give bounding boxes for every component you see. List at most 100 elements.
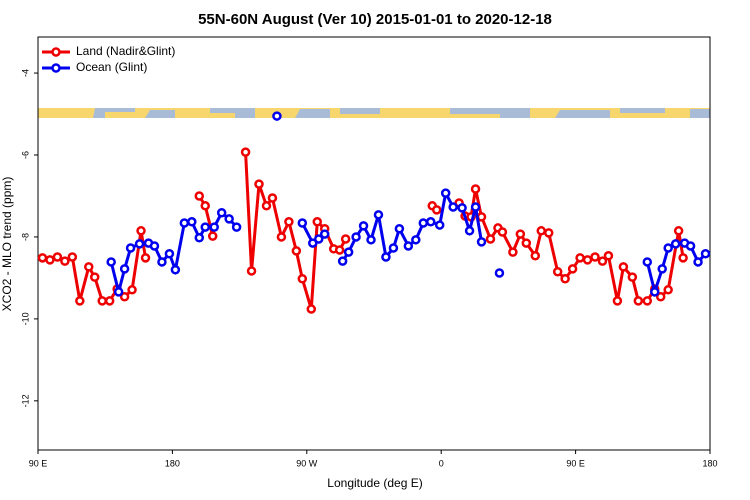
data-point — [418, 218, 429, 228]
data-point — [476, 237, 487, 247]
data-point — [464, 226, 475, 236]
data-point — [60, 256, 70, 266]
data-point — [157, 257, 167, 267]
data-point — [560, 273, 570, 284]
data-point — [119, 264, 130, 274]
data-point — [618, 262, 629, 272]
data-point — [612, 296, 623, 306]
data-point — [84, 262, 94, 272]
data-point — [140, 253, 151, 263]
x-axis-label: Longitude (deg E) — [327, 476, 422, 490]
data-point — [543, 228, 554, 238]
data-point — [388, 243, 399, 253]
data-point — [425, 217, 436, 227]
map-strip — [38, 108, 710, 118]
data-point — [308, 238, 318, 248]
legend-label: Land (Nadir&Glint) — [76, 44, 175, 58]
y-tick-label: -8 — [20, 233, 30, 241]
data-point — [394, 224, 405, 234]
data-point — [515, 229, 526, 239]
x-tick-label: 0 — [439, 458, 444, 468]
series-line — [244, 152, 347, 310]
series-line — [457, 188, 685, 303]
data-point — [194, 233, 205, 243]
data-point — [340, 234, 351, 244]
data-point — [575, 253, 585, 263]
data-point — [75, 296, 85, 306]
data-point — [351, 232, 361, 242]
data-point — [649, 287, 660, 297]
data-point — [276, 232, 287, 242]
data-point — [67, 252, 78, 262]
chart-title: 55N-60N August (Ver 10) 2015-01-01 to 20… — [198, 11, 552, 28]
data-point — [642, 257, 653, 267]
legend-marker — [51, 47, 61, 57]
y-tick-label: -12 — [20, 394, 30, 407]
data-point — [434, 220, 445, 230]
data-point — [231, 222, 242, 232]
data-point — [552, 267, 563, 277]
data-point — [297, 273, 308, 284]
data-point — [508, 247, 518, 257]
y-axis-label: XCO2 - MLO trend (ppm) — [0, 177, 14, 312]
data-point — [240, 147, 251, 157]
data-point — [164, 248, 175, 259]
data-point — [536, 226, 547, 236]
data-point — [106, 257, 116, 267]
data-point — [291, 246, 302, 256]
data-point — [89, 272, 100, 282]
data-point — [678, 253, 688, 263]
x-tick-label: 90 E — [566, 458, 585, 468]
data-point — [470, 184, 481, 194]
data-point — [663, 285, 673, 295]
plot-frame — [37, 36, 711, 451]
y-tick-label: -10 — [20, 312, 30, 325]
data-point — [521, 238, 532, 248]
data-point — [179, 218, 190, 228]
data-point — [381, 252, 391, 262]
data-point — [52, 252, 63, 262]
data-point — [373, 210, 384, 220]
data-point — [627, 272, 638, 282]
data-point — [149, 241, 160, 251]
data-point — [200, 222, 211, 232]
data-point — [261, 201, 272, 211]
data-point — [200, 201, 211, 211]
legend-label: Ocean (Glint) — [76, 60, 147, 74]
data-point — [685, 241, 696, 251]
data-point — [97, 296, 107, 306]
data-point — [187, 217, 197, 227]
data-point — [403, 241, 414, 251]
data-point — [431, 205, 442, 215]
data-point — [272, 111, 282, 121]
data-point — [313, 234, 324, 244]
x-tick-label: 180 — [702, 458, 717, 468]
x-tick-label: 180 — [165, 458, 180, 468]
data-point — [334, 245, 345, 255]
data-point — [119, 292, 130, 302]
data-point — [497, 227, 508, 237]
x-tick-label: 90 W — [296, 458, 318, 468]
data-point — [194, 191, 205, 201]
data-point — [567, 264, 578, 274]
data-point — [104, 296, 115, 306]
data-point — [642, 296, 653, 306]
y-tick-label: -4 — [20, 69, 30, 77]
data-point — [127, 285, 137, 295]
data-point — [440, 188, 451, 198]
data-point — [633, 296, 644, 306]
data-point — [136, 226, 146, 236]
data-point — [113, 287, 124, 297]
data-point — [358, 221, 369, 231]
data-point — [125, 243, 136, 253]
data-point — [297, 218, 308, 228]
data-point — [700, 248, 711, 259]
data-point — [673, 226, 684, 236]
data-point — [319, 229, 330, 239]
data-point — [366, 235, 376, 245]
data-point — [254, 179, 264, 189]
data-point — [170, 264, 181, 275]
data-point — [216, 208, 227, 218]
data-point — [655, 292, 666, 302]
data-point — [134, 239, 145, 249]
